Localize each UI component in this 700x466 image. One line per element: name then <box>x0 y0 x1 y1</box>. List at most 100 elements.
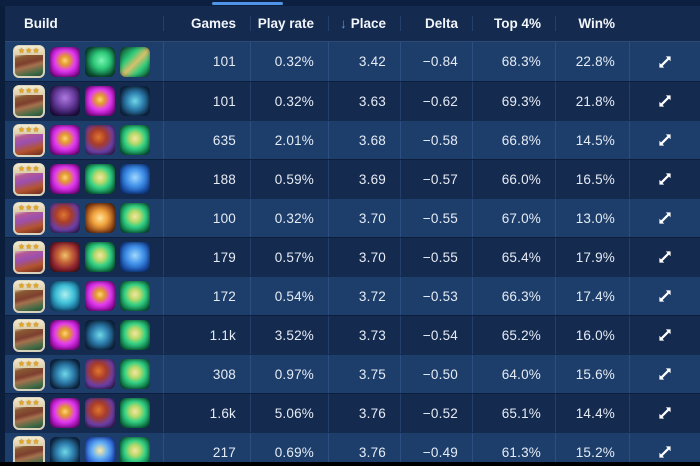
expand-cell[interactable] <box>629 355 700 393</box>
build-item-icon[interactable] <box>120 46 150 77</box>
build-item-icon[interactable] <box>120 320 150 350</box>
table-row[interactable]: ★★★ 308 0.97% 3.75 −0.50 64.0% 15.6% <box>0 354 700 393</box>
expand-icon[interactable] <box>656 131 674 149</box>
build-cell[interactable]: ★★★ <box>0 82 163 120</box>
build-cell[interactable]: ★★★ <box>0 316 163 354</box>
expand-cell[interactable] <box>629 42 700 81</box>
build-champion-icon[interactable]: ★★★ <box>13 357 45 391</box>
expand-icon[interactable] <box>656 248 674 266</box>
expand-cell[interactable] <box>629 82 700 120</box>
column-header-place[interactable]: ↓ Place <box>328 16 400 31</box>
build-champion-icon[interactable]: ★★★ <box>13 123 45 157</box>
top4-cell: 65.4% <box>472 238 555 276</box>
table-row[interactable]: ★★★ 217 0.69% 3.76 −0.49 61.3% 15.2% <box>0 432 700 466</box>
build-item-icon[interactable] <box>120 203 150 233</box>
build-champion-icon[interactable]: ★★★ <box>13 162 45 196</box>
build-item-icon[interactable] <box>50 46 80 77</box>
expand-cell[interactable] <box>629 238 700 276</box>
build-champion-icon[interactable]: ★★★ <box>13 318 45 352</box>
column-header-win[interactable]: Win% <box>555 16 629 31</box>
build-item-icon[interactable] <box>85 125 115 155</box>
top4-cell: 61.3% <box>472 433 555 466</box>
expand-icon[interactable] <box>656 53 674 71</box>
build-item-icon[interactable] <box>120 164 150 194</box>
table-row[interactable]: ★★★ 1.6k 5.06% 3.76 −0.52 65.1% 14.4% <box>0 393 700 432</box>
build-item-icon[interactable] <box>85 281 115 311</box>
expand-icon[interactable] <box>656 92 674 110</box>
build-cell[interactable]: ★★★ <box>0 160 163 198</box>
build-item-icon[interactable] <box>120 281 150 311</box>
column-header-delta[interactable]: Delta <box>400 16 472 31</box>
build-item-icon[interactable] <box>50 437 80 466</box>
build-champion-icon[interactable]: ★★★ <box>13 435 45 466</box>
expand-icon[interactable] <box>656 170 674 188</box>
table-row[interactable]: ★★★ 100 0.32% 3.70 −0.55 67.0% 13.0% <box>0 198 700 237</box>
expand-cell[interactable] <box>629 316 700 354</box>
build-cell[interactable]: ★★★ <box>0 277 163 315</box>
build-item-icon[interactable] <box>85 398 115 428</box>
build-item-icon[interactable] <box>120 242 150 272</box>
build-item-icon[interactable] <box>85 359 115 389</box>
build-item-icon[interactable] <box>85 320 115 350</box>
expand-icon[interactable] <box>656 365 674 383</box>
build-champion-icon[interactable]: ★★★ <box>13 279 45 313</box>
build-item-icon[interactable] <box>120 359 150 389</box>
table-row[interactable]: ★★★ 635 2.01% 3.68 −0.58 66.8% 14.5% <box>0 120 700 159</box>
expand-icon[interactable] <box>656 443 674 461</box>
expand-icon[interactable] <box>656 287 674 305</box>
table-row[interactable]: ★★★ 188 0.59% 3.69 −0.57 66.0% 16.5% <box>0 159 700 198</box>
table-row[interactable]: ★★★ 172 0.54% 3.72 −0.53 66.3% 17.4% <box>0 276 700 315</box>
expand-cell[interactable] <box>629 433 700 466</box>
build-item-icon[interactable] <box>85 164 115 194</box>
build-item-icon[interactable] <box>50 242 80 272</box>
column-header-play-rate[interactable]: Play rate <box>250 16 328 31</box>
build-item-icon[interactable] <box>50 86 80 116</box>
column-header-games[interactable]: Games <box>163 16 250 31</box>
table-row[interactable]: ★★★ 179 0.57% 3.70 −0.55 65.4% 17.9% <box>0 237 700 276</box>
table-row[interactable]: ★★★ 101 0.32% 3.63 −0.62 69.3% 21.8% <box>0 81 700 120</box>
build-item-icon[interactable] <box>120 125 150 155</box>
build-champion-icon[interactable]: ★★★ <box>13 396 45 430</box>
column-header-build[interactable]: Build <box>24 16 58 31</box>
build-item-icon[interactable] <box>50 125 80 155</box>
build-item-icon[interactable] <box>50 164 80 194</box>
expand-cell[interactable] <box>629 160 700 198</box>
build-item-icon[interactable] <box>50 203 80 233</box>
build-item-icon[interactable] <box>120 86 150 116</box>
build-cell[interactable]: ★★★ <box>0 121 163 159</box>
build-item-icon[interactable] <box>120 398 150 428</box>
build-item-icon[interactable] <box>85 203 115 233</box>
build-cell[interactable]: ★★★ <box>0 394 163 432</box>
expand-icon[interactable] <box>656 209 674 227</box>
build-champion-icon[interactable]: ★★★ <box>13 201 45 235</box>
build-item-icon[interactable] <box>50 398 80 428</box>
build-item-icon[interactable] <box>85 437 115 466</box>
build-item-icon[interactable] <box>50 281 80 311</box>
build-cell[interactable]: ★★★ <box>0 433 163 466</box>
build-item-icon[interactable] <box>85 242 115 272</box>
build-champion-icon[interactable]: ★★★ <box>13 84 45 118</box>
table-row[interactable]: ★★★ 101 0.32% 3.42 −0.84 68.3% 22.8% <box>0 42 700 81</box>
build-item-icon[interactable] <box>85 46 115 77</box>
column-header-place-label: Place <box>350 16 386 31</box>
build-cell[interactable]: ★★★ <box>0 42 163 81</box>
build-item-icon[interactable] <box>120 437 150 466</box>
top-strip <box>0 0 700 6</box>
build-champion-icon[interactable]: ★★★ <box>13 45 45 78</box>
expand-cell[interactable] <box>629 199 700 237</box>
build-cell[interactable]: ★★★ <box>0 199 163 237</box>
build-champion-icon[interactable]: ★★★ <box>13 240 45 274</box>
build-cell[interactable]: ★★★ <box>0 238 163 276</box>
column-header-top4[interactable]: Top 4% <box>472 16 555 31</box>
build-item-icon[interactable] <box>50 359 80 389</box>
expand-cell[interactable] <box>629 277 700 315</box>
build-cell[interactable]: ★★★ <box>0 355 163 393</box>
play-rate-cell: 0.32% <box>250 199 328 237</box>
build-item-icon[interactable] <box>85 86 115 116</box>
build-item-icon[interactable] <box>50 320 80 350</box>
expand-cell[interactable] <box>629 394 700 432</box>
expand-icon[interactable] <box>656 326 674 344</box>
expand-cell[interactable] <box>629 121 700 159</box>
expand-icon[interactable] <box>656 404 674 422</box>
table-row[interactable]: ★★★ 1.1k 3.52% 3.73 −0.54 65.2% 16.0% <box>0 315 700 354</box>
